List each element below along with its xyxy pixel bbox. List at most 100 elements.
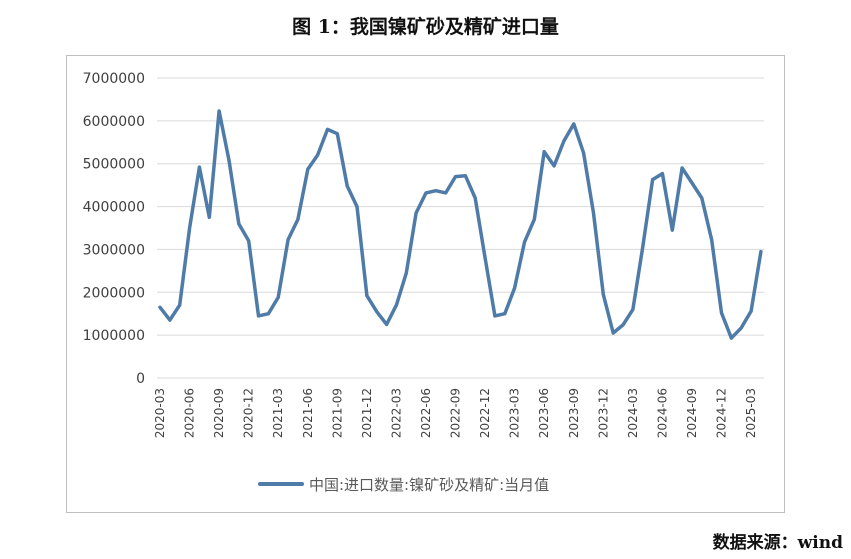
- y-tick-label: 2000000: [83, 285, 145, 301]
- data-point: [237, 222, 241, 226]
- y-tick-label: 3000000: [83, 242, 145, 258]
- legend: 中国:进口数量:镍矿砂及精矿:当月值: [258, 476, 549, 494]
- data-point: [522, 240, 526, 244]
- x-tick-label: 2023-12: [596, 388, 610, 438]
- data-point: [434, 189, 438, 193]
- data-point: [365, 294, 369, 298]
- data-point: [483, 256, 487, 260]
- data-point: [394, 303, 398, 307]
- data-point: [414, 211, 418, 215]
- data-point: [690, 181, 694, 185]
- x-tick-label: 2024-09: [685, 388, 699, 438]
- data-point: [375, 310, 379, 314]
- data-point: [651, 178, 655, 182]
- data-point: [178, 303, 182, 307]
- legend-label: 中国:进口数量:镍矿砂及精矿:当月值: [309, 476, 549, 494]
- data-point: [158, 305, 162, 309]
- y-tick-label: 5000000: [83, 157, 145, 173]
- x-tick-label: 2021-09: [330, 388, 344, 438]
- data-point: [188, 226, 192, 230]
- data-point: [601, 292, 605, 296]
- data-point: [572, 122, 576, 126]
- data-point: [680, 166, 684, 170]
- data-point: [739, 326, 743, 330]
- x-tick-label: 2020-03: [153, 388, 167, 438]
- data-point: [197, 165, 201, 169]
- x-tick-label: 2020-06: [183, 388, 197, 438]
- data-point: [729, 336, 733, 340]
- y-tick-label: 6000000: [83, 114, 145, 130]
- data-point: [720, 311, 724, 315]
- data-point: [759, 250, 763, 254]
- y-tick-label: 7000000: [83, 71, 145, 87]
- data-point: [247, 239, 251, 243]
- data-point: [257, 314, 261, 318]
- data-point: [286, 238, 290, 242]
- y-tick-label: 0: [136, 371, 145, 387]
- x-tick-label: 2021-12: [360, 388, 374, 438]
- data-point: [316, 153, 320, 157]
- data-point: [503, 312, 507, 316]
- series-line: [158, 109, 763, 340]
- data-point: [463, 174, 467, 178]
- data-point: [582, 151, 586, 155]
- x-tick-label: 2022-06: [419, 388, 433, 438]
- y-tick-label: 4000000: [83, 200, 145, 216]
- line-chart: 7000000 6000000 5000000 4000000 3000000 20000…: [83, 71, 764, 494]
- data-source: 数据来源：wind: [712, 533, 843, 553]
- data-point: [700, 196, 704, 200]
- x-tick-label: 2022-09: [449, 388, 463, 438]
- data-point: [296, 217, 300, 221]
- x-tick-label: 2021-06: [301, 388, 315, 438]
- data-point: [444, 191, 448, 195]
- data-point: [306, 167, 310, 171]
- data-point: [552, 164, 556, 168]
- data-point: [621, 323, 625, 327]
- data-point: [710, 238, 714, 242]
- x-tick-label: 2023-03: [508, 388, 522, 438]
- data-point: [611, 331, 615, 335]
- x-tick-label: 2024-12: [715, 388, 729, 438]
- data-point: [217, 109, 221, 113]
- data-point: [670, 228, 674, 232]
- y-tick-labels: 7000000 6000000 5000000 4000000 3000000 20000…: [83, 71, 145, 387]
- data-point: [276, 295, 280, 299]
- x-tick-label: 2020-09: [212, 388, 226, 438]
- data-point: [335, 132, 339, 136]
- series: [158, 109, 763, 340]
- x-tick-label: 2023-06: [537, 388, 551, 438]
- data-point: [168, 318, 172, 322]
- data-point: [660, 172, 664, 176]
- data-point: [631, 307, 635, 311]
- x-tick-label: 2022-12: [478, 388, 492, 438]
- data-point: [266, 312, 270, 316]
- data-point: [591, 211, 595, 215]
- data-point: [493, 314, 497, 318]
- data-point: [542, 150, 546, 154]
- data-point: [513, 286, 517, 290]
- gridlines: [157, 77, 764, 336]
- x-tick-label: 2021-03: [271, 388, 285, 438]
- x-tick-label: 2023-09: [567, 388, 581, 438]
- y-tick-label: 1000000: [83, 328, 145, 344]
- data-point: [532, 217, 536, 221]
- chart-frame: 7000000 6000000 5000000 4000000 3000000 20000…: [66, 55, 785, 513]
- x-tick-label: 2020-12: [242, 388, 256, 438]
- data-point: [424, 191, 428, 195]
- chart-title: 图 1：我国镍矿砂及精矿进口量: [292, 16, 559, 38]
- data-point: [749, 309, 753, 313]
- x-tick-label: 2022-03: [389, 388, 403, 438]
- data-point: [473, 196, 477, 200]
- x-tick-label: 2024-03: [626, 388, 640, 438]
- data-point: [355, 205, 359, 209]
- data-point: [385, 322, 389, 326]
- data-point: [325, 127, 329, 131]
- data-point: [641, 245, 645, 249]
- x-tick-label: 2024-06: [655, 388, 669, 438]
- data-point: [454, 175, 458, 179]
- x-tick-labels: 2020-03 2020-06 2020-09 2020-12 2021-03 2021-…: [153, 388, 758, 438]
- data-point: [227, 158, 231, 162]
- data-point: [345, 184, 349, 188]
- data-point: [207, 215, 211, 219]
- data-point: [562, 139, 566, 143]
